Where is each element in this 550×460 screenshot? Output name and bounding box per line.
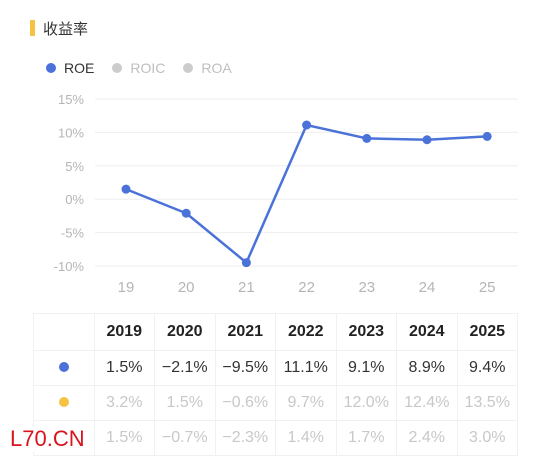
table-cell: 12.4% (396, 385, 458, 421)
legend-label: ROA (201, 60, 232, 76)
y-tick-label: -10% (54, 259, 85, 274)
table-header-cell (33, 313, 95, 351)
x-tick-label: 20 (178, 279, 195, 296)
table-header-cell: 2025 (456, 313, 518, 351)
y-tick-label: 0% (65, 192, 84, 207)
legend-item-roic[interactable]: ROIC (112, 60, 165, 76)
table-cell: 1.4% (275, 420, 337, 456)
roic-marker-icon (58, 397, 69, 407)
table-cell: 3.2% (93, 385, 155, 421)
y-tick-label: 15% (58, 92, 84, 107)
data-point (181, 208, 191, 218)
table-cell: 8.9% (396, 350, 458, 386)
table-header-cell: 2020 (154, 313, 216, 351)
table-cell: −9.5% (214, 350, 276, 386)
table-header-row: 2019 2020 2021 2022 2023 2024 2025 (33, 313, 518, 351)
table-cell: 9.1% (335, 350, 397, 386)
section-title: 收益率 (43, 20, 89, 38)
watermark: L70.CN (6, 426, 89, 452)
x-tick-label: 25 (479, 279, 496, 296)
table-cell: 1.5% (93, 420, 155, 456)
table-cell: 9.4% (456, 350, 518, 386)
row-marker-cell (33, 350, 95, 386)
legend-dot-icon (183, 63, 194, 73)
x-tick-label: 24 (419, 279, 436, 296)
data-point (121, 184, 131, 194)
legend-label: ROE (64, 60, 95, 76)
table-header-cell: 2019 (93, 313, 155, 351)
table-cell: 1.5% (93, 350, 155, 386)
table-cell: 3.0% (456, 420, 518, 456)
section-header: 收益率 (30, 18, 88, 38)
legend-dot-icon (46, 63, 56, 73)
x-tick-label: 22 (298, 279, 315, 296)
table-cell: −2.1% (154, 350, 216, 386)
data-point (422, 135, 432, 145)
table-cell: 9.7% (275, 385, 337, 421)
legend-dot-icon (112, 63, 123, 73)
table-header-cell: 2022 (275, 313, 337, 351)
chart-legend: ROE ROIC ROA (46, 60, 250, 76)
y-tick-label: 10% (58, 125, 84, 140)
table-cell: −2.3% (214, 420, 276, 456)
table-cell: 13.5% (456, 385, 518, 421)
table-cell: 11.1% (275, 350, 337, 386)
y-tick-label: -5% (61, 226, 85, 241)
legend-item-roa[interactable]: ROA (183, 60, 232, 76)
table-cell: 2.4% (396, 420, 458, 456)
roe-line-chart: 15% 10% 5% 0% -5% -10% 19 20 21 22 23 24 25 (54, 92, 518, 296)
row-marker-cell (33, 385, 95, 421)
data-point (302, 120, 312, 130)
x-tick-label: 21 (238, 279, 255, 296)
table-cell: −0.6% (214, 385, 276, 421)
x-tick-label: 19 (118, 279, 135, 296)
series-line (125, 123, 488, 264)
roe-marker-icon (58, 362, 69, 372)
table-row: 1.5% −0.7% −2.3% 1.4% 1.7% 2.4% 3.0% (33, 420, 518, 456)
x-tick-label: 23 (358, 279, 375, 296)
legend-label: ROIC (130, 60, 166, 76)
table-cell: 1.7% (335, 420, 397, 456)
table-cell: −0.7% (154, 420, 216, 456)
table-cell: 12.0% (335, 385, 397, 421)
data-point (482, 131, 492, 141)
data-table: 2019 2020 2021 2022 2023 2024 2025 1.5% … (33, 313, 518, 456)
table-cell: 1.5% (154, 385, 216, 421)
table-row: 1.5% −2.1% −9.5% 11.1% 9.1% 8.9% 9.4% (33, 350, 518, 386)
data-point (362, 133, 372, 143)
table-header-cell: 2023 (335, 313, 397, 351)
data-point (241, 258, 251, 268)
table-row: 3.2% 1.5% −0.6% 9.7% 12.0% 12.4% 13.5% (33, 385, 518, 421)
table-header-cell: 2021 (214, 313, 276, 351)
table-header-cell: 2024 (396, 313, 458, 351)
section-accent-bar (30, 20, 35, 36)
y-tick-label: 5% (65, 159, 84, 174)
legend-item-roe[interactable]: ROE (46, 60, 94, 76)
